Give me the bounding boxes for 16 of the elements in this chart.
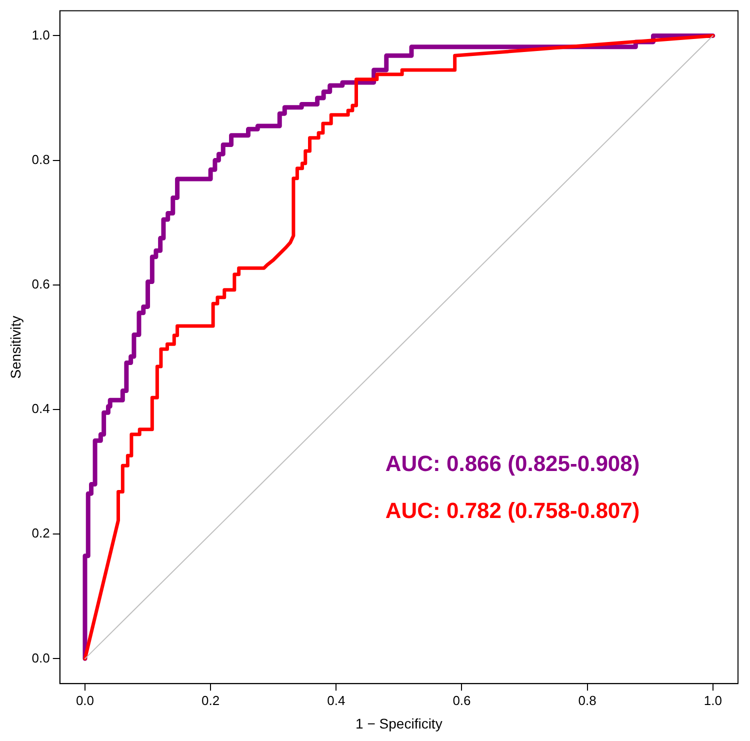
y-tick-label: 0.2 xyxy=(32,526,50,541)
x-tick-label: 0.2 xyxy=(202,692,220,708)
y-tick-label: 0.0 xyxy=(32,650,50,666)
annotation: AUC: 0.782 (0.758-0.807) xyxy=(385,498,640,524)
x-tick-label: 0.4 xyxy=(327,692,346,708)
y-tick-label: 1.0 xyxy=(32,27,50,42)
x-tick-label: 0.6 xyxy=(452,692,471,708)
y-axis-title: Sensitivity xyxy=(7,316,24,379)
x-tick-label: 1.0 xyxy=(704,692,722,708)
x-tick-label: 0.8 xyxy=(578,692,596,708)
x-tick-label: 0.0 xyxy=(76,692,94,708)
y-tick-label: 0.8 xyxy=(32,152,50,167)
annotation: AUC: 0.866 (0.825-0.908) xyxy=(385,451,640,476)
y-tick-label: 0.6 xyxy=(32,276,50,292)
x-axis-title: 1 − Specificity xyxy=(356,715,442,732)
y-tick-label: 0.4 xyxy=(32,401,50,416)
